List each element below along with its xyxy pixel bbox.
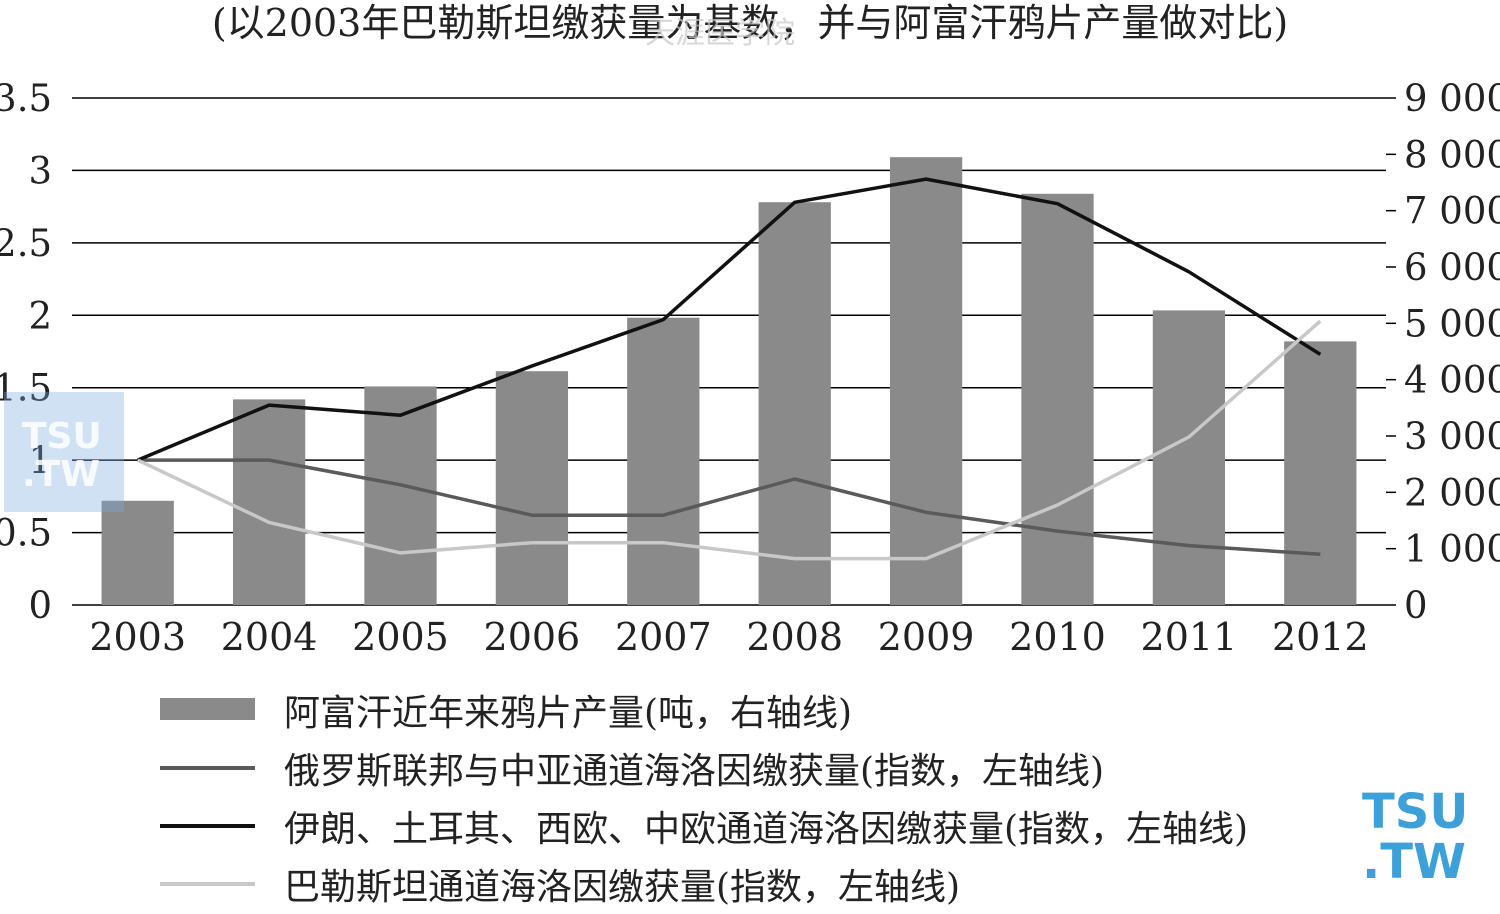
x-tick-label-2003: 2003 bbox=[89, 615, 186, 659]
bar-opium-2009 bbox=[889, 157, 963, 605]
watermark-center: 天涯医学院 bbox=[645, 16, 795, 51]
right-tick-label-3: 3 000 bbox=[1404, 415, 1500, 458]
watermark-logo-left: TSU .TW bbox=[4, 392, 124, 512]
line-russia bbox=[137, 458, 1321, 557]
line-iran bbox=[137, 177, 1322, 462]
bar-opium-2010 bbox=[1021, 193, 1094, 605]
watermark-right-line2: .TW bbox=[1362, 834, 1466, 890]
x-tick-label-2004: 2004 bbox=[221, 615, 318, 659]
legend-label-pakistan: 巴勒斯坦通道海洛因缴获量(指数，左轴线) bbox=[284, 867, 961, 908]
bar-opium-2006 bbox=[495, 371, 569, 605]
right-tick-label-1: 1 000 bbox=[1404, 528, 1500, 571]
bar-opium-2004 bbox=[232, 399, 306, 605]
x-tick-label-2011: 2011 bbox=[1141, 615, 1238, 659]
right-tick-label-5: 5 000 bbox=[1404, 302, 1500, 345]
chart-subtitle: (以2003年巴勒斯坦缴获量为基数，并与阿富汗鸦片产量做对比) bbox=[211, 1, 1289, 45]
right-tick-label-0: 0 bbox=[1404, 584, 1428, 627]
legend-label-iran: 伊朗、土耳其、西欧、中欧通道海洛因缴获量(指数，左轴线) bbox=[284, 809, 1249, 850]
left-tick-label-5: 2.5 bbox=[0, 222, 52, 265]
left-tick-label-1: 0.5 bbox=[0, 512, 52, 555]
watermark-right-line1: TSU bbox=[1362, 784, 1469, 840]
legend-label-opium: 阿富汗近年来鸦片产量(吨，右轴线) bbox=[284, 693, 853, 734]
left-tick-label-4: 2 bbox=[28, 294, 52, 337]
watermark-left-line1: TSU bbox=[22, 416, 102, 457]
bar-opium-2012 bbox=[1284, 341, 1357, 605]
left-tick-label-7: 3.5 bbox=[0, 77, 52, 120]
bar-opium-2007 bbox=[627, 317, 700, 605]
x-tick-label-2009: 2009 bbox=[878, 615, 975, 659]
right-tick-label-9: 9 000 bbox=[1404, 77, 1500, 120]
x-tick-label-2005: 2005 bbox=[352, 615, 449, 659]
left-tick-label-0: 0 bbox=[28, 584, 52, 627]
right-tick-label-8: 8 000 bbox=[1404, 133, 1500, 176]
x-tick-label-2007: 2007 bbox=[615, 615, 712, 659]
x-tick-label-2008: 2008 bbox=[746, 615, 843, 659]
legend-swatch-iran bbox=[160, 824, 255, 828]
bar-opium-2008 bbox=[758, 202, 831, 605]
right-tick-label-7: 7 000 bbox=[1404, 190, 1500, 233]
right-tick-label-6: 6 000 bbox=[1404, 246, 1500, 289]
left-tick-label-2: 1 bbox=[28, 439, 52, 482]
left-tick-label-3: 1.5 bbox=[0, 367, 52, 410]
right-tick-label-4: 4 000 bbox=[1404, 359, 1500, 402]
bar-opium-2003 bbox=[101, 500, 174, 605]
bar-opium-2005 bbox=[364, 386, 437, 605]
legend-swatch-opium bbox=[160, 698, 255, 720]
legend-label-russia: 俄罗斯联邦与中亚通道海洛因缴获量(指数，左轴线) bbox=[284, 751, 1105, 792]
legend-swatch-russia bbox=[160, 766, 255, 770]
x-tick-label-2006: 2006 bbox=[484, 615, 581, 659]
left-tick-label-6: 3 bbox=[28, 149, 52, 192]
watermark-left-line2: .TW bbox=[22, 454, 100, 495]
chart: 0 0.5 1 1.5 2 2.5 3 3.5 0 1 000 2 000 3 000 4 000 5 0… bbox=[0, 77, 1500, 659]
right-tick-label-2: 2 000 bbox=[1404, 471, 1500, 514]
legend-swatch-pakistan bbox=[160, 882, 255, 886]
x-tick-label-2012: 2012 bbox=[1272, 615, 1369, 659]
line-pakistan bbox=[136, 319, 1322, 561]
x-tick-label-2010: 2010 bbox=[1009, 615, 1106, 659]
bar-opium-2011 bbox=[1152, 310, 1226, 605]
